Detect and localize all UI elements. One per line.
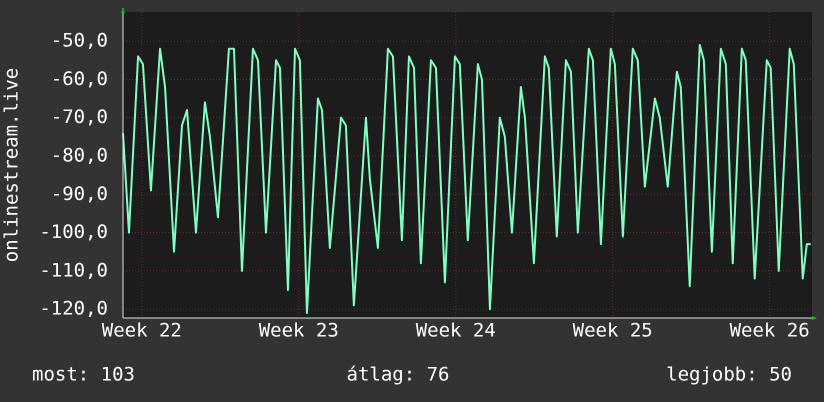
plot — [122, 43, 811, 315]
data-line — [122, 43, 811, 315]
y-tick-label: -110,0 — [39, 259, 108, 281]
x-tick-label: Week 24 — [416, 320, 496, 342]
y-tick-label: -70,0 — [51, 106, 108, 128]
x-arrow — [812, 316, 817, 320]
y-tick-label: -100,0 — [39, 221, 108, 243]
footer-current: most: 103 — [32, 364, 135, 386]
x-tick-label: Week 26 — [730, 320, 810, 342]
y-axis-label: onlinestream.live — [1, 68, 23, 262]
x-tick-label: Week 22 — [102, 320, 182, 342]
x-tick-label: Week 23 — [259, 320, 339, 342]
y-tick-label: -60,0 — [51, 68, 108, 90]
y-tick-label: -90,0 — [51, 183, 108, 205]
x-tick-label: Week 25 — [573, 320, 653, 342]
footer-average: átlag: 76 — [347, 364, 450, 386]
y-tick-label: -120,0 — [39, 298, 108, 320]
y-arrow — [121, 8, 125, 13]
footer-best: legjobb: 50 — [666, 364, 792, 386]
y-tick-label: -80,0 — [51, 145, 108, 167]
grid — [123, 12, 812, 318]
y-tick-label: -50,0 — [51, 30, 108, 52]
